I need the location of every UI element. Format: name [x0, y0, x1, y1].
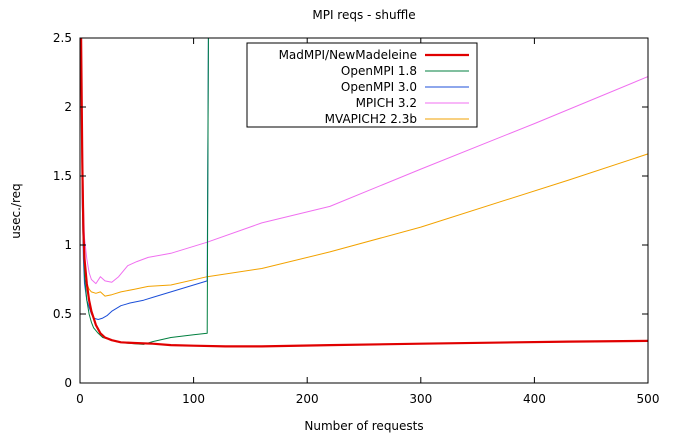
- series-line-openmpi-3-0: [80, 37, 209, 320]
- x-tick-label: 0: [76, 392, 84, 406]
- legend-label: OpenMPI 1.8: [341, 64, 417, 78]
- legend-label: MVAPICH2 2.3b: [325, 112, 417, 126]
- legend-label: MPICH 3.2: [356, 96, 417, 110]
- x-tick-label: 100: [182, 392, 205, 406]
- y-tick-label: 2: [64, 100, 72, 114]
- y-axis-title: usec./req: [9, 183, 23, 238]
- legend-label: MadMPI/NewMadeleine: [279, 48, 417, 62]
- y-tick-label: 1.5: [53, 169, 72, 183]
- series-line-openmpi-1-8: [80, 37, 209, 345]
- series-lines: [80, 37, 649, 348]
- chart-title: MPI reqs - shuffle: [312, 8, 415, 22]
- plot-frame: [79, 37, 649, 384]
- y-tick-label: 1: [64, 238, 72, 252]
- legend: MadMPI/NewMadeleine OpenMPI 1.8 OpenMPI 3.…: [246, 42, 478, 128]
- series-line-mpich-3-2: [80, 37, 649, 285]
- x-tick-label: 500: [637, 392, 660, 406]
- y-tick-label: 2.5: [53, 31, 72, 45]
- legend-label: OpenMPI 3.0: [341, 80, 417, 94]
- y-axis-ticks: 0 0.5 1 1.5 2 2.5: [53, 31, 648, 390]
- x-axis-ticks: 0 100 200 300 400 500: [76, 38, 659, 406]
- y-tick-label: 0: [64, 376, 72, 390]
- x-tick-label: 400: [523, 392, 546, 406]
- series-line-madmpi-newmadeleine: [80, 37, 649, 348]
- x-tick-label: 300: [409, 392, 432, 406]
- y-tick-label: 0.5: [53, 307, 72, 321]
- x-axis-title: Number of requests: [304, 419, 423, 433]
- legend-box: [246, 42, 478, 128]
- x-tick-label: 200: [296, 392, 319, 406]
